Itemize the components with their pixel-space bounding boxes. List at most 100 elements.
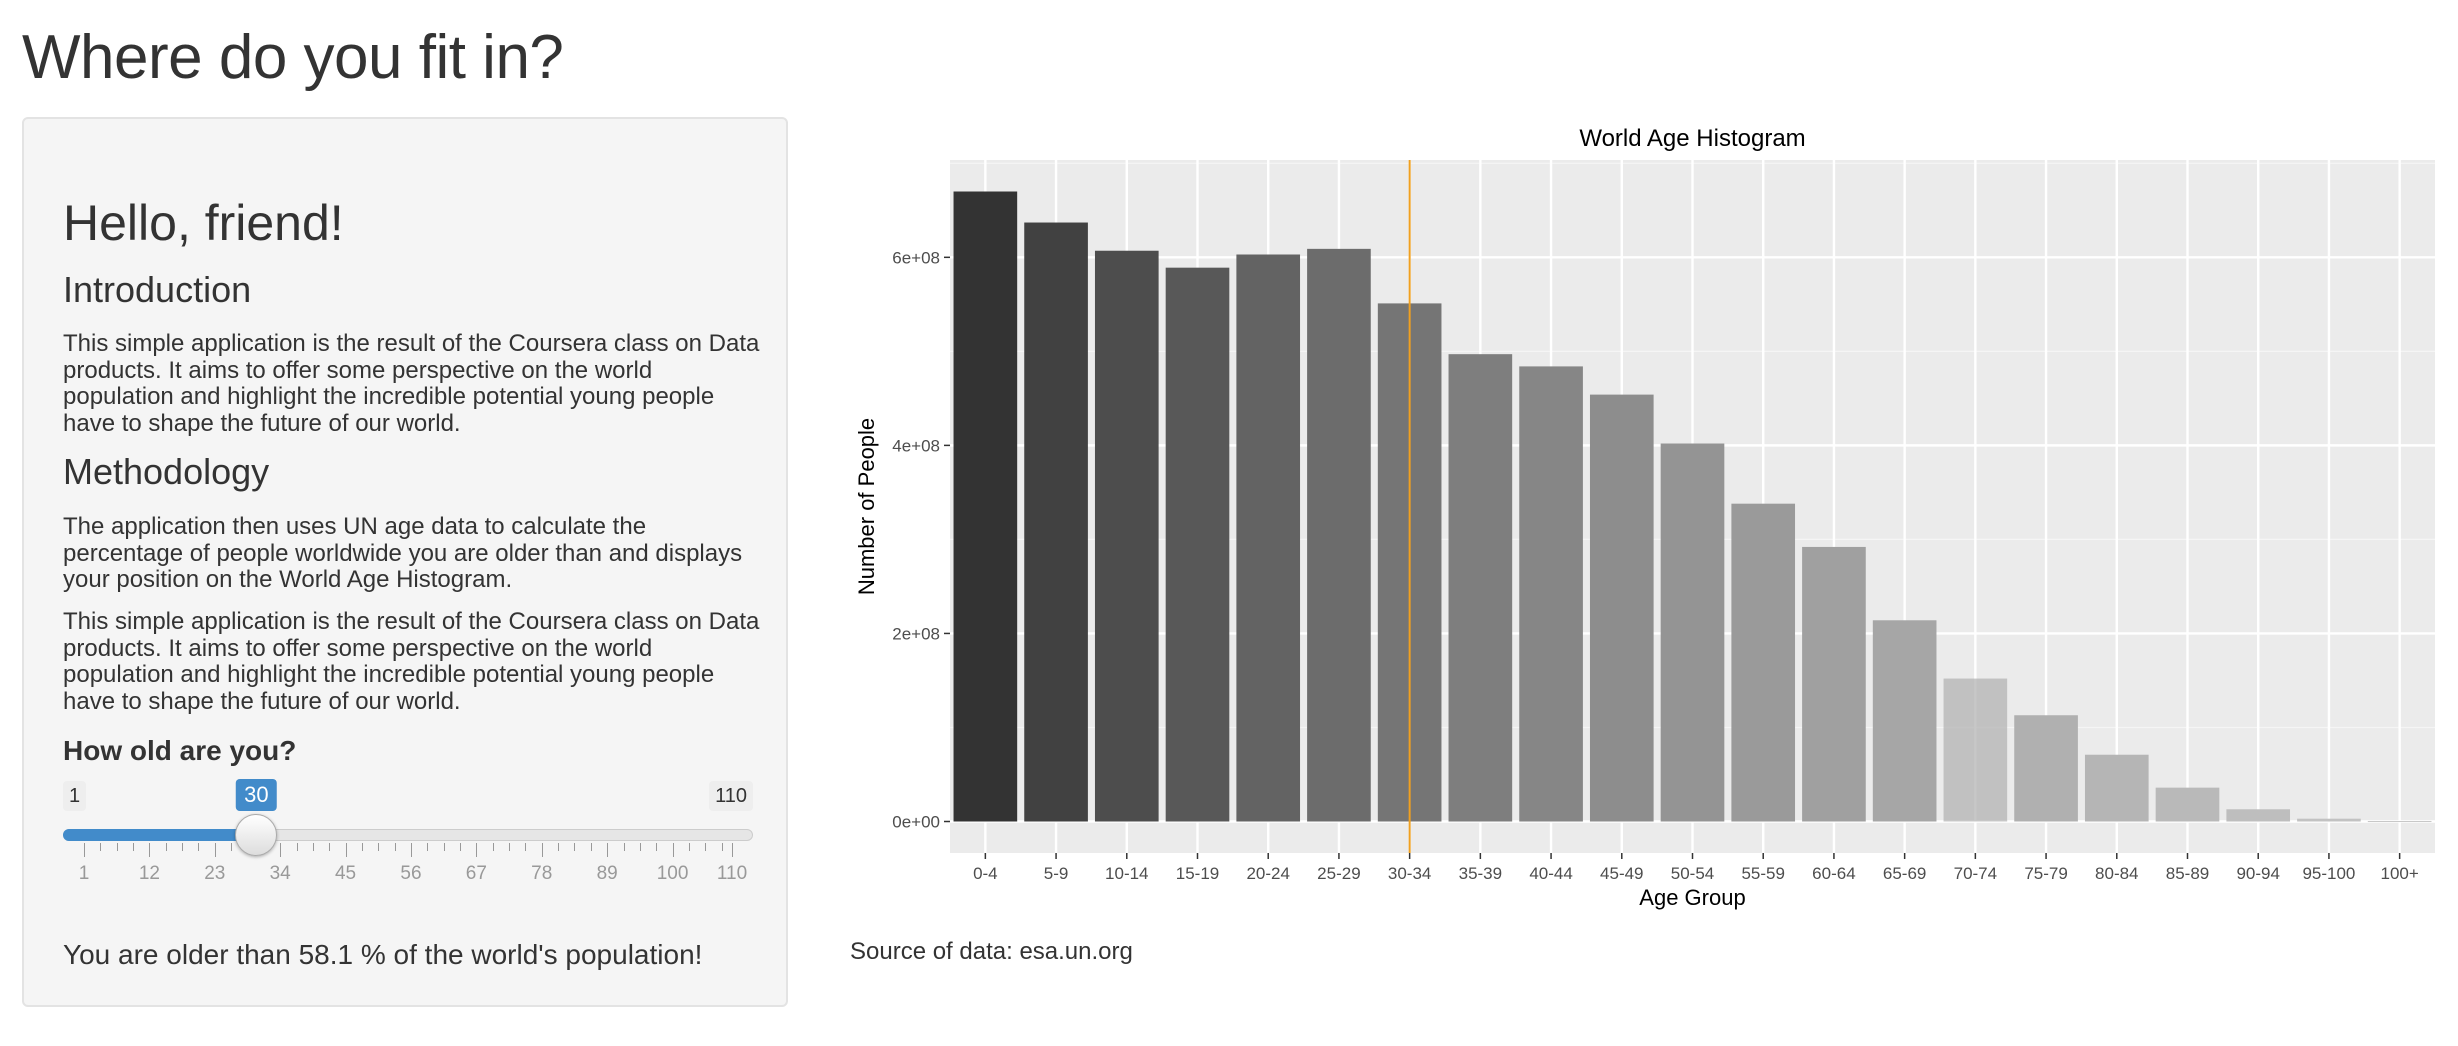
slider-tick-label: 78 [531, 863, 553, 884]
x-tick-label: 50-54 [1671, 864, 1714, 883]
histogram-bar [1872, 620, 1937, 822]
slider-handle[interactable] [235, 814, 278, 856]
x-axis-label: Age Group [1639, 885, 1745, 910]
page-title: Where do you fit in? [22, 23, 564, 92]
x-tick-label: 60-64 [1812, 864, 1855, 883]
y-tick-label: 2e+08 [892, 624, 940, 643]
x-tick-label: 70-74 [1954, 864, 1997, 883]
slider-minor-tick [639, 843, 641, 851]
x-tick-label: 15-19 [1176, 864, 1219, 883]
slider-major-tick [476, 843, 478, 857]
methodology-heading: Methodology [63, 451, 270, 492]
histogram-bar [2297, 818, 2361, 822]
slider-minor-tick [427, 843, 429, 851]
sidebar-panel: Hello, friend! Introduction This simple … [22, 117, 788, 1007]
methodology-text-2: This simple application is the result of… [63, 608, 760, 715]
x-tick-label: 5-9 [1044, 864, 1069, 883]
x-tick-label: 10-14 [1105, 864, 1148, 883]
x-tick-label: 75-79 [2024, 864, 2067, 883]
slider-minor-tick [656, 843, 658, 851]
slider-minor-tick [231, 843, 233, 851]
slider-minor-tick [100, 843, 102, 851]
slider-minor-tick [721, 843, 723, 851]
x-tick-label: 35-39 [1459, 864, 1502, 883]
slider-tick-label: 12 [138, 863, 160, 884]
slider-tick-label: 34 [269, 863, 291, 884]
histogram-bar [1519, 366, 1583, 822]
world-age-histogram: 0e+00 2e+08 4e+08 6e+08 0-4 5-9 10-14 15-19 20-2… [840, 115, 2450, 935]
slider-major-tick [84, 843, 85, 857]
x-tick-label: 45-49 [1600, 864, 1643, 883]
histogram-bar [1236, 254, 1301, 822]
histogram-bar [1024, 222, 1088, 822]
slider-major-tick [541, 843, 543, 857]
histogram-bar [1802, 546, 1866, 822]
histogram-bar [2367, 821, 2432, 823]
introduction-text: This simple application is the result of… [63, 330, 760, 437]
slider-minor-tick [133, 843, 135, 851]
slider-minor-tick [525, 843, 527, 851]
slider-minor-tick [361, 843, 363, 851]
slider-minor-tick [312, 843, 314, 851]
slider-minor-tick [509, 843, 511, 851]
histogram-bar [2084, 754, 2149, 822]
slider-value-label: 30 [236, 779, 277, 811]
y-tick-label: 4e+08 [892, 436, 940, 455]
histogram-svg: 0e+00 2e+08 4e+08 6e+08 0-4 5-9 10-14 15-19 20-2… [854, 125, 2435, 910]
slider-major-tick [214, 843, 216, 857]
greeting-heading: Hello, friend! [63, 195, 344, 251]
histogram-bar [1589, 394, 1654, 822]
slider-minor-tick [296, 843, 298, 851]
slider-minor-tick [623, 843, 625, 851]
slider-tick-label: 45 [334, 863, 357, 884]
histogram-bar [1094, 250, 1159, 822]
histogram-bar [1307, 248, 1371, 822]
slider-minor-tick [198, 843, 200, 851]
slider-minor-tick [590, 843, 592, 851]
slider-minor-tick [182, 843, 184, 851]
slider-minor-tick [394, 843, 396, 851]
x-tick-label: 30-34 [1388, 864, 1431, 883]
slider-tick-label: 1 [78, 863, 90, 884]
x-tick-label: 100+ [2380, 864, 2418, 883]
histogram-bar [2226, 809, 2291, 822]
slider-minor-tick [705, 843, 707, 851]
age-input-label: How old are you? [63, 735, 297, 766]
x-tick-label: 20-24 [1246, 864, 1289, 883]
slider-major-tick [672, 843, 674, 857]
histogram-bar [1660, 443, 1725, 822]
slider-minor-tick [443, 843, 445, 851]
histogram-bar [1448, 354, 1513, 822]
x-tick-label: 65-69 [1883, 864, 1926, 883]
age-slider[interactable]: 1 110 30 1 12 23 34 45 56 67 78 89 100 110 [63, 659, 753, 889]
x-tick-label: 55-59 [1741, 864, 1784, 883]
histogram-bar [1731, 503, 1796, 822]
methodology-text: The application then uses UN age data to… [63, 513, 743, 593]
histogram-bar [1943, 678, 2008, 822]
chart-title: World Age Histogram [1579, 125, 1805, 152]
slider-max-label: 110 [709, 781, 753, 811]
slider-minor-tick [492, 843, 494, 851]
slider-major-tick [280, 843, 282, 857]
x-tick-label: 0-4 [973, 864, 998, 883]
x-tick-label: 80-84 [2095, 864, 2138, 883]
slider-minor-tick [165, 843, 167, 851]
slider-major-tick [345, 843, 347, 857]
slider-fill [63, 829, 257, 841]
slider-minor-tick [329, 843, 331, 851]
histogram-bar [2155, 787, 2220, 822]
slider-tick-label: 23 [204, 863, 226, 884]
slider-major-tick [149, 843, 151, 857]
source-text: Source of data: esa.un.org [850, 938, 1133, 965]
x-tick-label: 90-94 [2236, 864, 2279, 883]
slider-minor-tick [558, 843, 560, 851]
result-text: You are older than 58.1 % of the world's… [63, 939, 703, 970]
slider-tick-label: 100 [656, 863, 689, 884]
x-tick-label: 40-44 [1529, 864, 1572, 883]
histogram-bar [1165, 267, 1230, 822]
slider-ticks: 1 12 23 34 45 56 67 78 89 100 110 [63, 843, 753, 884]
y-tick-label: 6e+08 [892, 248, 940, 267]
slider-min-label: 1 [63, 781, 87, 811]
y-axis-label: Number of People [854, 418, 879, 595]
y-tick-label: 0e+00 [892, 813, 940, 832]
